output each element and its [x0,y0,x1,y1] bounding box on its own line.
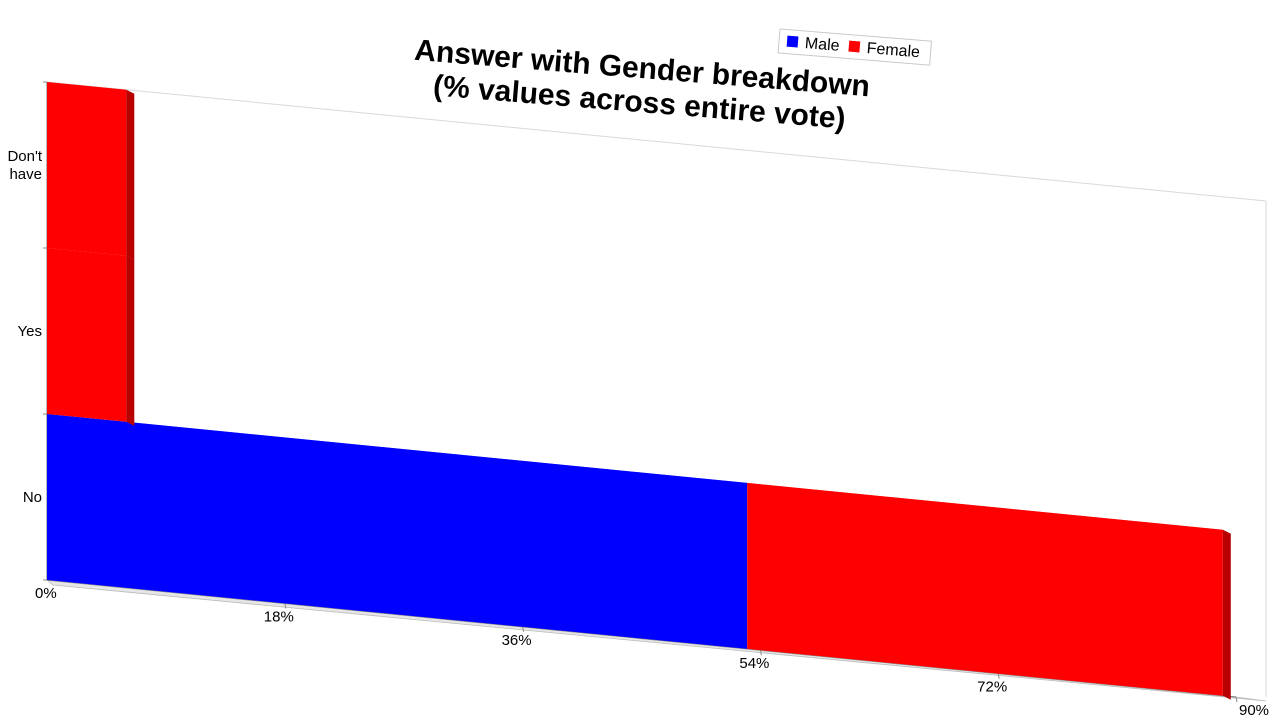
bar-female-no [747,482,1231,700]
legend-label-male: Male [804,35,840,55]
bar-front-face [747,482,1223,696]
x-tick-label: 36% [502,632,532,649]
x-tick-mark [522,626,525,632]
x-tick-label: 18% [264,608,294,625]
legend-label-female: Female [866,40,921,61]
x-tick-label: 0% [35,585,57,602]
x-tick-label: 90% [1239,702,1269,719]
x-tick-label: 72% [977,679,1007,696]
bar-side-face [126,255,135,426]
bar-front-face [47,82,127,256]
x-axis-line [46,579,1237,698]
bar-front-face [47,414,748,649]
x-tick-label: 54% [739,655,769,672]
y-category-label: Don't have [7,148,42,183]
x-tick-mark [997,673,1000,679]
y-category-label: Yes [18,323,42,340]
tick-labels: 0% 18% 36% 54% 72% 90% No Yes Don't have [7,148,1269,719]
bar-male-no [47,414,756,649]
plot-top-border [46,81,1267,202]
bar-female-don-t-have [47,82,135,260]
legend-swatch-female [848,40,861,53]
y-category-label: No [23,489,42,506]
bar-side-face [126,89,135,260]
x-tick-mark [759,650,762,656]
bar-side-face [1222,529,1231,700]
legend-swatch-male [786,35,799,48]
x-tick-mark [1235,696,1238,703]
bar-front-face [47,248,127,422]
bars [47,82,1231,700]
bar-female-yes [47,248,135,426]
legend: Male Female [777,28,933,66]
x-tick-mark [284,603,287,609]
